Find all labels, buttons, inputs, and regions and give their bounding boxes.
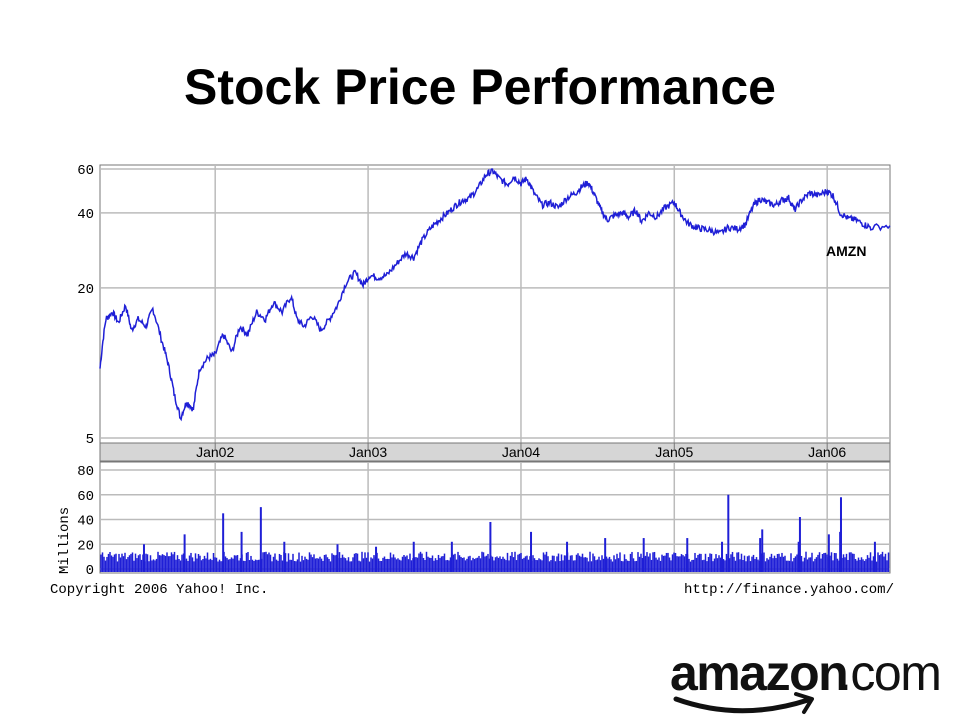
price-y-tick-label: 5 xyxy=(86,432,94,448)
date-tick-label: Jan02 xyxy=(196,444,234,460)
logo-wordmark: amazon xyxy=(670,645,847,701)
volume-y-label: Millions xyxy=(57,507,73,574)
volume-panel: 0 20 40 60 80 Millions xyxy=(57,461,891,579)
date-tick-label: Jan05 xyxy=(655,444,693,460)
volume-y-tick-label: 40 xyxy=(77,514,94,530)
volume-y-tick-label: 60 xyxy=(77,489,94,505)
logo-suffix: .com xyxy=(838,645,940,701)
price-y-tick-label: 20 xyxy=(77,282,94,298)
date-tick-label: Jan06 xyxy=(808,444,846,460)
volume-plot-frame xyxy=(99,461,891,574)
price-y-tick-label: 60 xyxy=(77,163,94,179)
price-plot-frame xyxy=(99,164,891,444)
date-tick-label: Jan04 xyxy=(502,444,540,460)
date-tick-label: Jan03 xyxy=(349,444,387,460)
volume-y-tick-label: 80 xyxy=(77,464,94,480)
volume-y-tick-label: 0 xyxy=(86,563,94,579)
price-panel: 5 20 40 60 AMZN xyxy=(77,163,891,448)
volume-bars xyxy=(100,494,890,572)
price-grid xyxy=(100,165,890,443)
source-url: http://finance.yahoo.com/ xyxy=(684,582,894,598)
ticker-label: AMZN xyxy=(826,243,866,259)
volume-y-tick-label: 20 xyxy=(77,538,94,554)
date-axis: Jan02 Jan03 Jan04 Jan05 Jan06 xyxy=(99,442,891,462)
amazon-logo: amazon .com xyxy=(670,645,942,714)
copyright-text: Copyright 2006 Yahoo! Inc. xyxy=(50,582,268,598)
page-title: Stock Price Performance xyxy=(184,59,776,115)
price-y-axis: 5 20 40 60 xyxy=(77,163,94,448)
price-line xyxy=(99,168,891,422)
date-ticks: Jan02 Jan03 Jan04 Jan05 Jan06 xyxy=(196,443,846,460)
price-y-tick-label: 40 xyxy=(77,207,94,223)
smile-arrow-icon xyxy=(673,696,811,714)
date-band-background xyxy=(99,442,891,462)
smile-arrow-head-icon xyxy=(794,692,814,714)
volume-y-axis: 0 20 40 60 80 xyxy=(77,464,94,579)
